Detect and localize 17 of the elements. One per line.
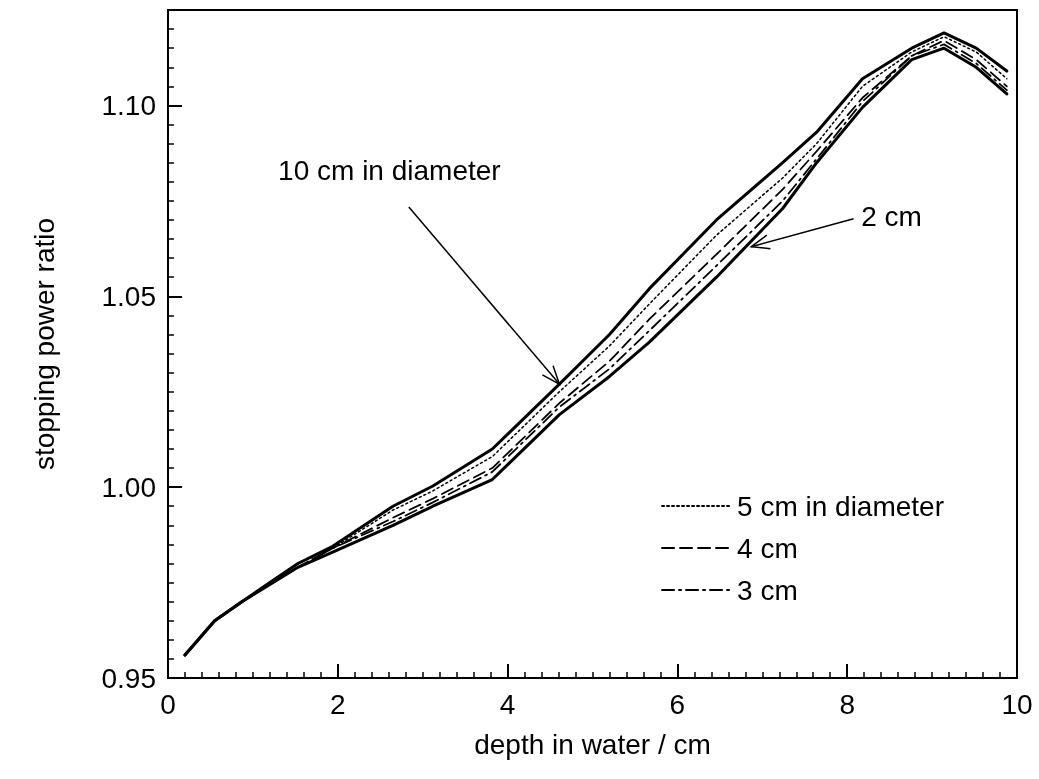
y-tick-label: 1.10 (101, 89, 156, 121)
y-tick-label: 1.05 (101, 280, 156, 312)
annotation: 2 cm (861, 201, 922, 233)
x-tick-label: 8 (839, 688, 855, 720)
x-axis-title: depth in water / cm (474, 728, 711, 760)
x-tick-label: 10 (1001, 688, 1033, 720)
x-tick-label: 6 (669, 688, 686, 720)
x-tick-label: 2 (330, 688, 346, 720)
legend-label: 3 cm (737, 574, 798, 606)
legend-label: 4 cm (737, 532, 798, 564)
legend-label: 5 cm in diameter (737, 490, 944, 522)
x-tick-label: 0 (160, 688, 176, 720)
y-axis-title: stopping power ratio (28, 217, 60, 471)
y-tick-label: 0.95 (101, 662, 156, 694)
y-tick-label: 1.00 (101, 471, 156, 503)
x-tick-label: 4 (499, 688, 516, 720)
annotation: 10 cm in diameter (278, 154, 501, 186)
